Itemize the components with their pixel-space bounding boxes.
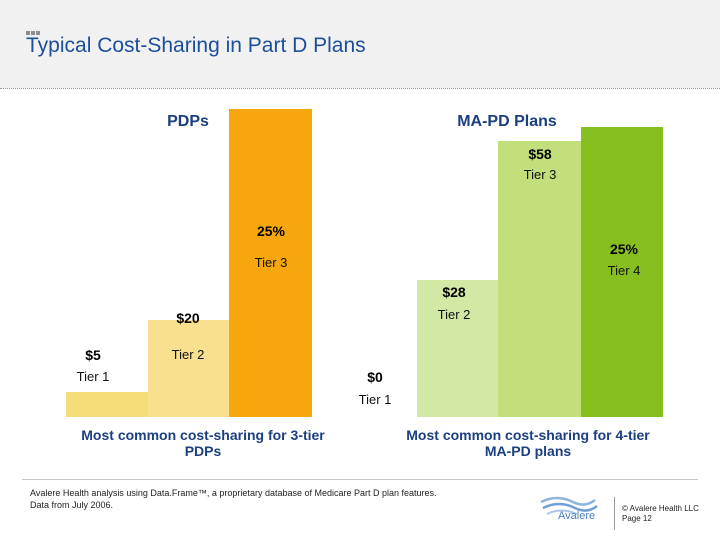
mapd-tier-label-1: Tier 1 <box>359 392 392 407</box>
source-note-line1: Avalere Health analysis using Data.Frame… <box>30 488 437 498</box>
header-dots-icon <box>26 22 41 40</box>
avalere-logo-text: Avalere <box>558 510 596 522</box>
pdp-group-label: PDPs <box>167 113 209 130</box>
page-number: Page 12 <box>622 514 652 523</box>
avalere-logo-icon <box>540 496 598 515</box>
mapd-group-label: MA-PD Plans <box>457 113 557 130</box>
pdp-value-label-tier-2: $20 <box>176 310 200 326</box>
pdp-tier-label-3: Tier 3 <box>255 255 288 270</box>
pdp-tier-label-2: Tier 2 <box>172 347 205 362</box>
mapd-tier-label-3: Tier 3 <box>524 167 557 182</box>
cost-sharing-chart: PDPs $5 Tier 1 $20 Tier 2 25% Tier 3 MA-PD Plan… <box>66 109 663 417</box>
mapd-value-label-tier-4: 25% <box>610 241 639 257</box>
footer-divider <box>22 479 698 480</box>
source-note: Avalere Health analysis using Data.Frame… <box>30 487 520 511</box>
mapd-bar-tier-3 <box>498 141 581 417</box>
slide-header: Typical Cost-Sharing in Part D Plans <box>0 0 720 89</box>
logo-divider <box>614 497 615 530</box>
mapd-caption: Most common cost-sharing for 4-tier MA-P… <box>406 427 650 459</box>
mapd-bar-tier-4 <box>581 127 663 417</box>
mapd-tier-label-2: Tier 2 <box>438 307 471 322</box>
copyright-block: © Avalere Health LLC Page 12 <box>622 504 699 524</box>
mapd-bar-tier-2 <box>417 280 498 417</box>
mapd-value-label-tier-2: $28 <box>442 284 466 300</box>
copyright-line: © Avalere Health LLC <box>622 504 699 513</box>
pdp-value-label-tier-3: 25% <box>257 223 286 239</box>
pdp-bar-tier-3 <box>229 109 312 417</box>
mapd-value-label-tier-3: $58 <box>528 146 552 162</box>
pdp-value-label-tier-1: $5 <box>85 347 101 363</box>
mapd-value-label-tier-1: $0 <box>367 369 383 385</box>
pdp-bar-tier-2 <box>148 320 229 417</box>
source-note-line2: Data from July 2006. <box>30 500 114 510</box>
pdp-caption: Most common cost-sharing for 3-tier PDPs <box>81 427 325 459</box>
slide-title: Typical Cost-Sharing in Part D Plans <box>26 34 366 57</box>
pdp-bar-tier-1 <box>66 392 148 417</box>
pdp-tier-label-1: Tier 1 <box>77 369 110 384</box>
mapd-tier-label-4: Tier 4 <box>608 263 641 278</box>
